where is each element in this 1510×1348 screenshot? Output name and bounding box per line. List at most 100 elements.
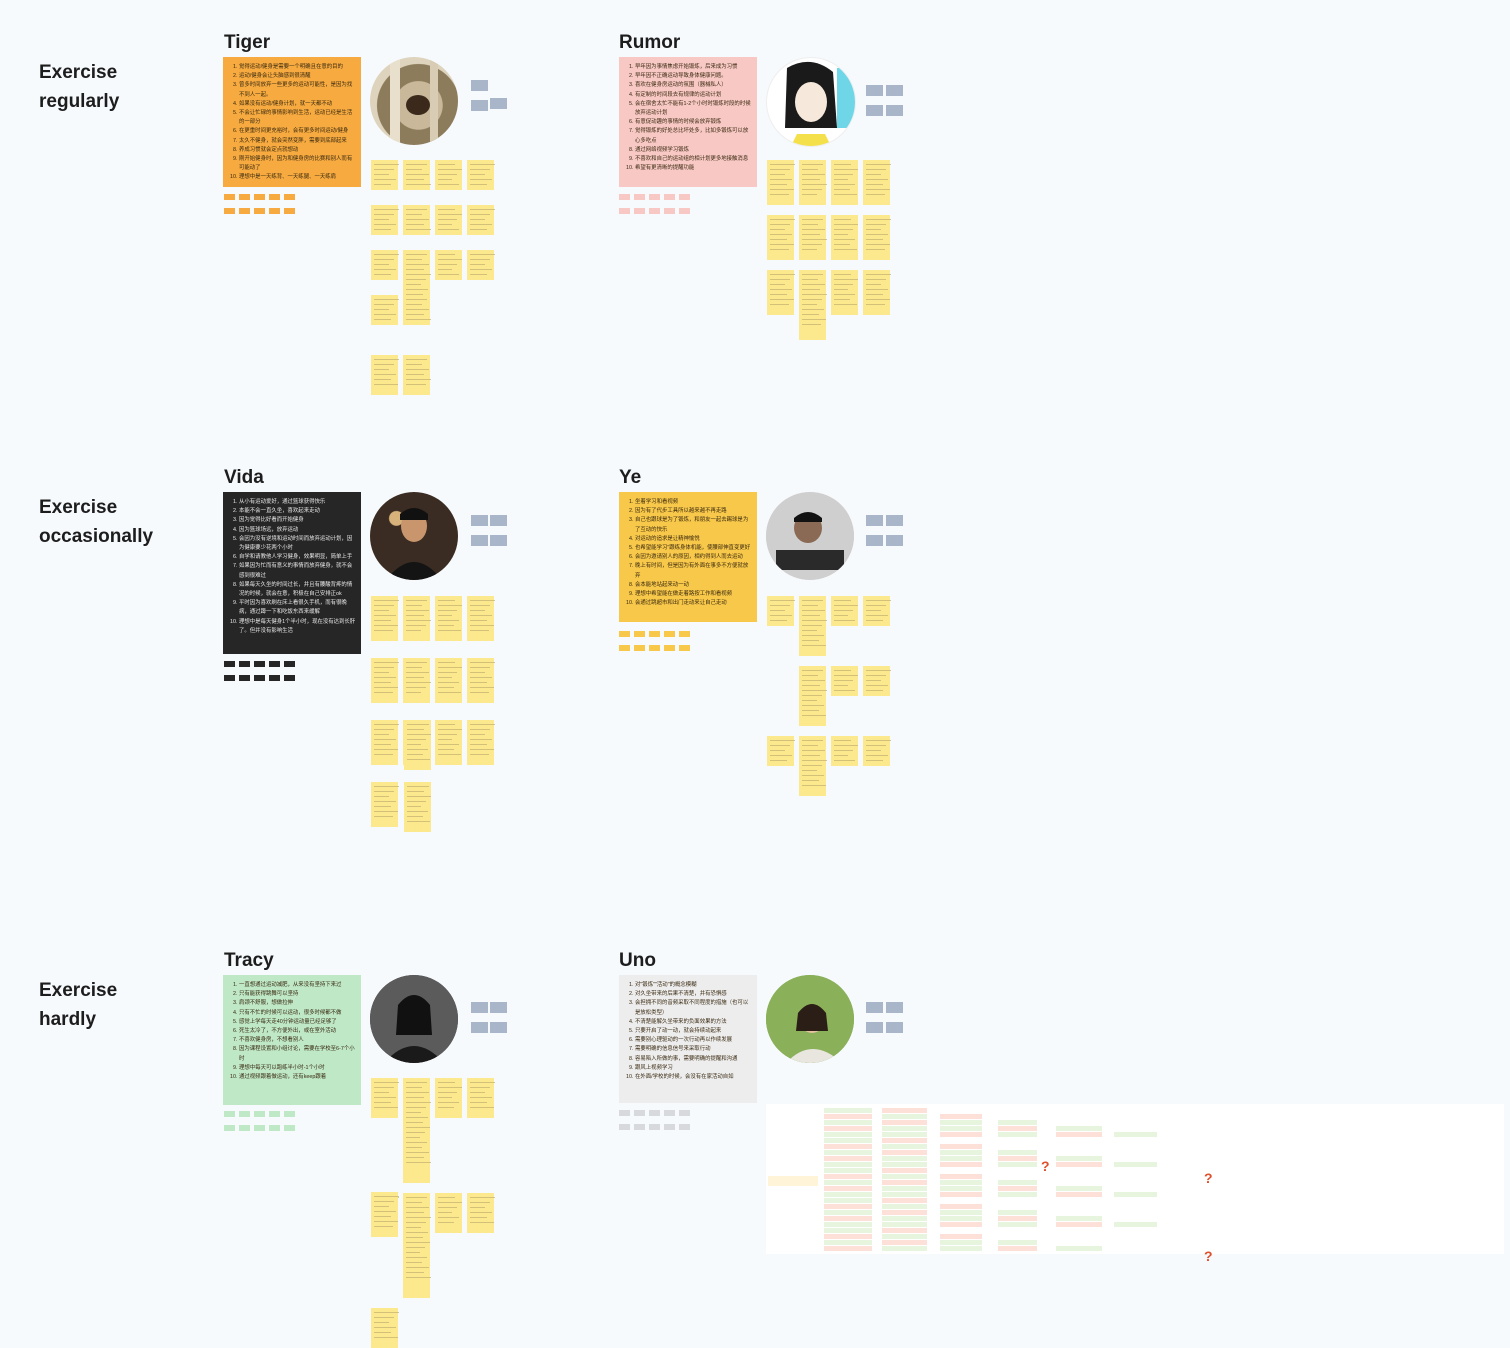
- sticky-note[interactable]: [404, 720, 431, 770]
- mindmap-node: [1056, 1186, 1102, 1191]
- sticky-note[interactable]: [831, 736, 858, 766]
- sticky-note[interactable]: [767, 160, 795, 205]
- persona-photo-ye[interactable]: [766, 492, 854, 580]
- sticky-note[interactable]: [467, 160, 495, 190]
- sticky-note[interactable]: [831, 666, 858, 696]
- sticky-note[interactable]: [371, 205, 399, 235]
- sticky-note[interactable]: [767, 215, 795, 260]
- persona-card-rumor[interactable]: 早年因为事情焦虑开始锻炼，后来成为习惯 早年因不正确运动导致身体健康问题。 喜欢…: [619, 57, 757, 187]
- persona-card-tiger[interactable]: 觉得运动/健身是需要一个明确且在意的目的 运动/健身会让头脑感到很清醒 曾多时间…: [223, 57, 361, 187]
- card-tag: [239, 1111, 250, 1117]
- mindmap-node: [1056, 1222, 1102, 1227]
- persona-card-vida[interactable]: 从小有运动爱好，通过篮球获得快乐 本能不会一直久坐，喜欢起来走动 因为觉得比好看…: [223, 492, 361, 654]
- sticky-note[interactable]: [403, 596, 431, 641]
- sticky-note[interactable]: [863, 270, 891, 315]
- mindmap-node: [998, 1156, 1037, 1161]
- sticky-note[interactable]: [371, 1192, 399, 1237]
- note-text-line: [470, 254, 495, 255]
- sticky-note[interactable]: [371, 658, 399, 703]
- sticky-note[interactable]: [435, 1193, 462, 1233]
- sticky-note[interactable]: [371, 295, 399, 325]
- sticky-note[interactable]: [371, 1308, 399, 1348]
- card-tag: [664, 194, 675, 200]
- sticky-note[interactable]: [403, 205, 431, 235]
- sticky-note[interactable]: [467, 720, 495, 765]
- sticky-note[interactable]: [403, 1078, 431, 1183]
- sticky-note[interactable]: [371, 782, 399, 827]
- sticky-note[interactable]: [403, 295, 431, 325]
- sticky-note[interactable]: [767, 736, 795, 766]
- note-text-line: [406, 672, 429, 673]
- sticky-note[interactable]: [467, 658, 495, 703]
- sticky-note[interactable]: [435, 160, 462, 190]
- note-text-line: [406, 269, 424, 270]
- note-text-line: [406, 677, 424, 678]
- mindmap-node: [940, 1162, 982, 1167]
- note-text-line: [374, 1107, 398, 1108]
- sticky-note[interactable]: [467, 250, 495, 280]
- note-text-line: [802, 760, 827, 761]
- persona-card-ye[interactable]: 坐着学习和看视频 因为有了代步工具所以越来越不再走路 自己也跟球是为了锻炼，和朋…: [619, 492, 757, 622]
- persona-photo-tracy[interactable]: [370, 975, 458, 1063]
- sticky-note[interactable]: [371, 250, 399, 280]
- note-text-line: [438, 264, 457, 265]
- sticky-note[interactable]: [799, 270, 827, 340]
- sticky-note[interactable]: [799, 160, 827, 205]
- sticky-note[interactable]: [371, 1078, 399, 1118]
- persona-card-tracy[interactable]: 一直想通过运动减肥，从来没有坚持下来过 只有能获得跳舞可以坚持 肩颈不舒服，想做…: [223, 975, 361, 1105]
- sticky-note[interactable]: [435, 205, 462, 235]
- sticky-note[interactable]: [863, 596, 891, 626]
- sticky-note[interactable]: [799, 666, 827, 726]
- sticky-note[interactable]: [403, 658, 431, 703]
- persona-photo-tiger[interactable]: [370, 57, 458, 145]
- sticky-note[interactable]: [831, 596, 858, 626]
- persona-card-list: 一直想通过运动减肥，从来没有坚持下来过 只有能获得跳舞可以坚持 肩颈不舒服，想做…: [228, 981, 356, 1082]
- sticky-note[interactable]: [467, 1193, 495, 1233]
- sticky-note[interactable]: [403, 355, 431, 395]
- card-tag: [269, 1111, 280, 1117]
- sticky-note[interactable]: [371, 355, 399, 395]
- note-text-line: [770, 600, 795, 601]
- persona-name-rumor: Rumor: [619, 32, 681, 53]
- sticky-note[interactable]: [831, 160, 858, 205]
- sticky-note[interactable]: [863, 215, 891, 260]
- persona-card-uno[interactable]: 对"锻炼""活动"的概念模糊 对久坐带来的后果不清楚，并有恐惧感 会担拥不同的音…: [619, 975, 757, 1103]
- mindmap-node: [824, 1108, 872, 1113]
- sticky-note[interactable]: [831, 215, 858, 260]
- sticky-note[interactable]: [799, 596, 827, 656]
- note-text-line: [406, 625, 426, 626]
- sticky-note[interactable]: [799, 215, 827, 260]
- sticky-note[interactable]: [863, 160, 891, 205]
- sticky-note[interactable]: [863, 736, 891, 766]
- persona-photo-vida[interactable]: [370, 492, 458, 580]
- mindmap-node: [824, 1180, 872, 1185]
- mindmap-panel[interactable]: ? ? ?: [766, 1104, 1504, 1264]
- sticky-note[interactable]: [435, 1078, 462, 1118]
- sticky-note[interactable]: [767, 596, 795, 626]
- sticky-note[interactable]: [435, 658, 462, 703]
- sticky-note[interactable]: [831, 270, 858, 315]
- note-text-line: [834, 755, 848, 756]
- sticky-note[interactable]: [371, 596, 399, 641]
- sticky-note[interactable]: [403, 160, 431, 190]
- sticky-note[interactable]: [371, 160, 399, 190]
- persona-card-item: 死生太冷了，不方便外出，或在室外活动: [239, 1027, 356, 1036]
- sticky-note[interactable]: [467, 205, 495, 235]
- sticky-note[interactable]: [435, 596, 462, 641]
- sticky-note[interactable]: [435, 250, 462, 280]
- sticky-note[interactable]: [371, 720, 399, 765]
- sticky-note[interactable]: [404, 782, 431, 832]
- sticky-note[interactable]: [467, 1078, 495, 1118]
- note-text-line: [802, 640, 819, 641]
- sticky-note[interactable]: [863, 666, 891, 696]
- sticky-note[interactable]: [435, 720, 462, 765]
- sticky-note[interactable]: [767, 270, 795, 315]
- sticky-note[interactable]: [467, 596, 495, 641]
- persona-photo-uno[interactable]: [766, 975, 854, 1063]
- note-text-line: [866, 304, 885, 305]
- sticky-note[interactable]: [799, 736, 827, 796]
- mindmap-node: [998, 1246, 1037, 1251]
- persona-photo-rumor[interactable]: [766, 57, 856, 147]
- sticky-note[interactable]: [403, 1193, 431, 1298]
